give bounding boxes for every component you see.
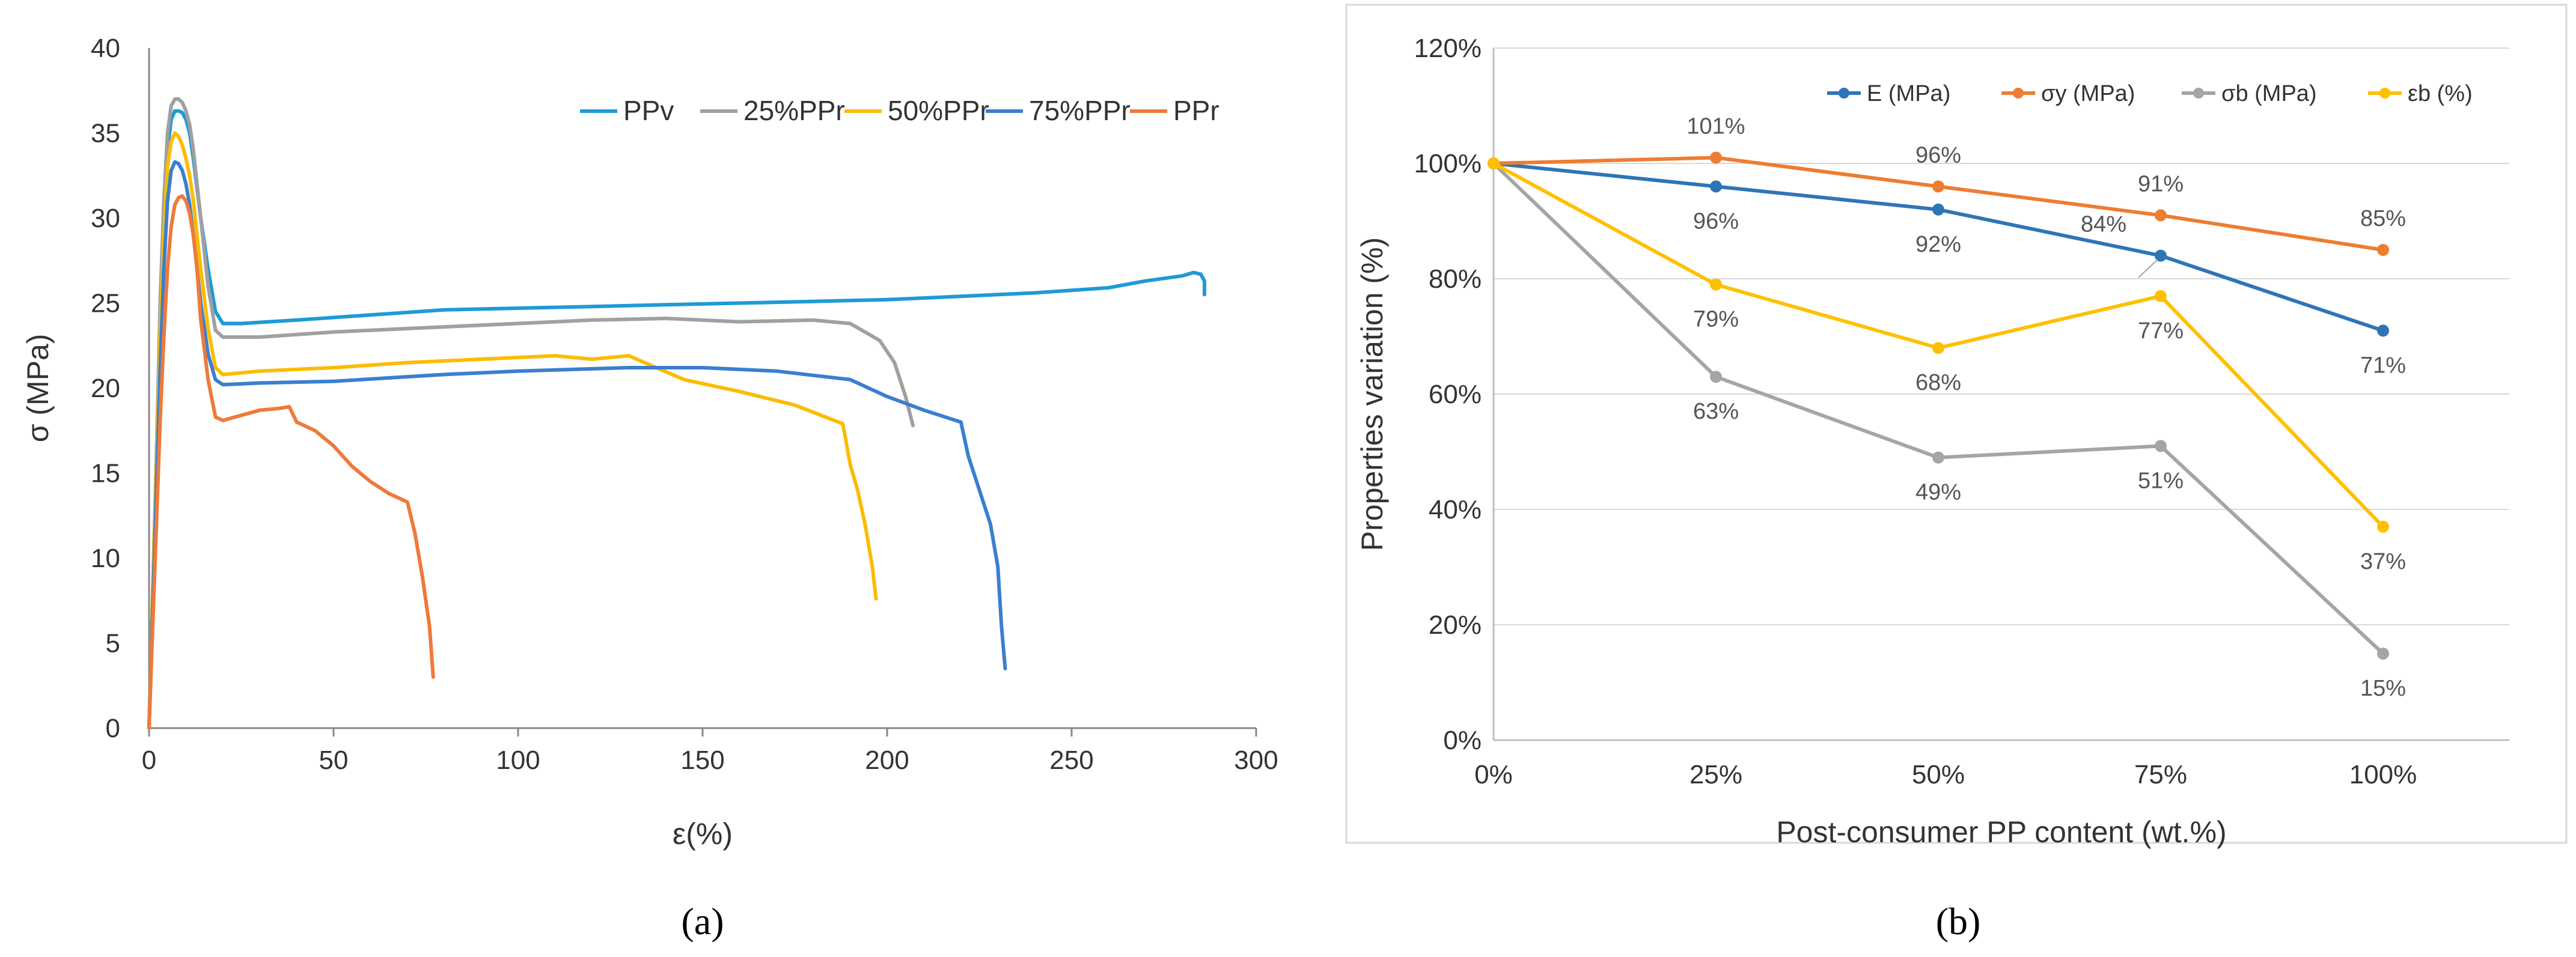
data-point [1932,451,1944,464]
data-point [1488,157,1500,169]
x-tick-label: 150 [680,746,724,775]
panel-b-properties-variation-chart: 0% 20% 40% 60% 80% 100% 120% 0% 25% 50% 75% 100% Pos… [1345,4,2568,943]
data-label: 77% [2138,318,2184,344]
data-point [2377,520,2389,533]
data-label: 51% [2138,468,2184,493]
legend-label: E (MPa) [1867,81,1950,106]
series-line-75-ppr [147,160,1007,730]
y-tick-label: 35 [91,119,120,148]
data-label: 85% [2360,206,2406,231]
legend-label: PPr [1173,95,1219,126]
x-tick-label: 100 [496,746,540,775]
legend-marker [2379,88,2390,99]
y-tick-label: 15 [91,459,120,488]
data-label: 68% [1915,370,1961,395]
legend-marker [2193,88,2204,99]
data-label: 37% [2360,549,2406,574]
x-tick-label: 200 [865,746,909,775]
y-tick-label: 10 [91,544,120,573]
y-tick-label: 40 [91,34,120,63]
data-point [1710,180,1722,193]
legend-label: εb (%) [2408,81,2473,106]
data-label: 63% [1693,399,1739,424]
data-label: 91% [2138,171,2184,196]
data-point [2155,290,2167,302]
data-label: 15% [2360,676,2406,701]
x-tick-label: 75% [2134,760,2187,789]
x-tick-label: 0% [1474,760,1513,789]
data-point [2155,249,2167,262]
y-tick-label: 20% [1429,610,1482,640]
y-tick-label: 40% [1429,495,1482,524]
panel-a-stress-strain-chart: 0 5 10 15 20 25 30 35 40 0 50 100 150 200 250 300 ε(%) σ … [21,34,1278,943]
legend-label: PPv [623,95,674,126]
x-tick-label: 300 [1234,746,1278,775]
x-tick-label: 0 [142,746,156,775]
legend-label: σy (MPa) [2041,81,2135,106]
y-tick-label: 20 [91,374,120,403]
data-point [2377,648,2389,660]
legend-label: 25%PPr [743,95,845,126]
y-tick-label: 25 [91,289,120,318]
data-point [2155,209,2167,222]
legend-marker [2013,88,2024,99]
series-line-ppr [147,194,435,730]
y-axis-title: Properties variation (%) [1355,237,1389,551]
data-label: 71% [2360,353,2406,378]
data-point [1932,203,1944,216]
series-line-25-ppr [147,97,915,730]
data-point [1710,151,1722,164]
legend-label: σb (MPa) [2221,81,2317,106]
data-point [2377,244,2389,256]
data-label: 79% [1693,307,1739,332]
x-tick-label: 50 [319,746,349,775]
data-label: 96% [1915,142,1961,168]
x-tick-label: 25% [1689,760,1742,789]
x-axis-title: ε(%) [673,817,733,851]
y-tick-label: 60% [1429,380,1482,409]
x-axis-title: Post-consumer PP content (wt.%) [1776,815,2226,849]
legend-marker [1839,88,1849,99]
y-tick-label: 80% [1429,264,1482,294]
label-leader-line [2138,259,2158,278]
x-tick-label: 100% [2349,760,2417,789]
y-tick-label: 5 [106,629,120,658]
data-point [2377,324,2389,337]
series-line-ppv [147,109,1206,730]
series-line-50-ppr [147,131,878,730]
data-label: 84% [2081,212,2126,237]
data-point [1932,180,1944,193]
legend-label: 50%PPr [888,95,989,126]
y-tick-label: 0% [1443,726,1482,755]
x-tick-label: 50% [1912,760,1965,789]
chart-b-border [1345,4,2568,844]
legend-label: 75%PPr [1029,95,1131,126]
panel-label-a: (a) [681,900,724,943]
data-label: 92% [1915,232,1961,257]
x-tick-label: 250 [1049,746,1093,775]
data-point [1710,371,1722,383]
y-tick-label: 0 [106,714,120,743]
y-axis-title: σ (MPa) [21,334,55,443]
panel-label-b: (b) [1936,900,1981,943]
data-point [2155,440,2167,452]
y-tick-label: 30 [91,204,120,233]
data-label: 101% [1686,114,1745,139]
data-point [1932,342,1944,354]
data-label: 96% [1693,208,1739,234]
data-label: 49% [1915,480,1961,505]
y-tick-label: 100% [1414,149,1482,178]
data-point [1710,278,1722,291]
y-tick-label: 120% [1414,34,1482,63]
